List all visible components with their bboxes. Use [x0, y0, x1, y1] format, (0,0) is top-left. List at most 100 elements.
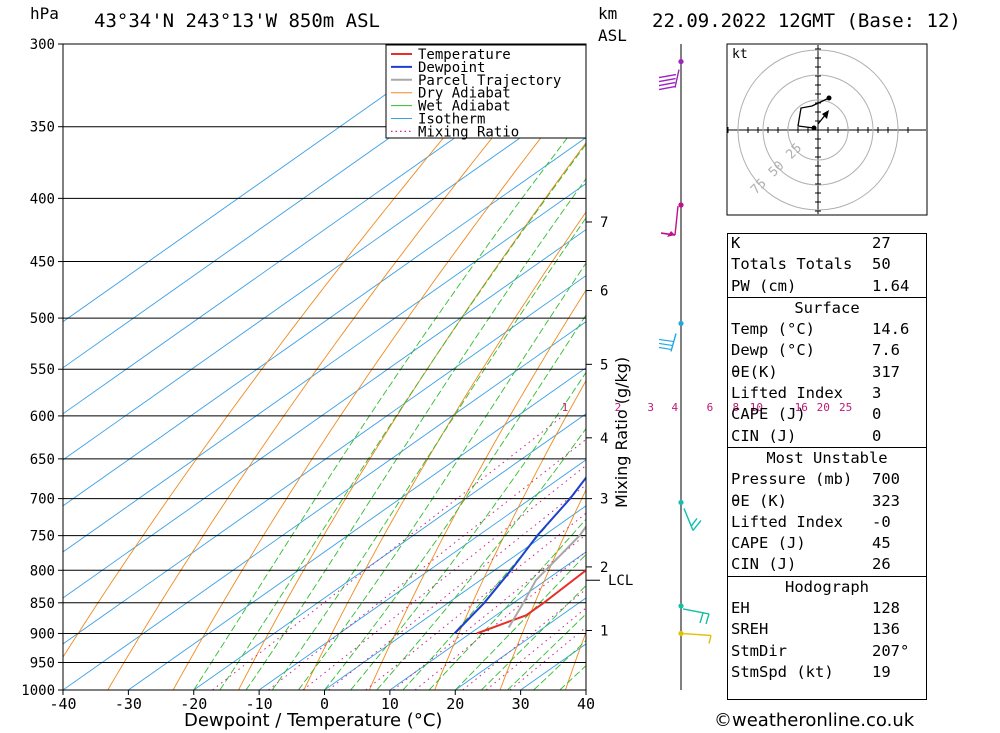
wind-barb [682, 608, 710, 625]
temperature-tick-label: 40 [577, 695, 595, 713]
height-tick-label: 4 [600, 431, 608, 447]
wind-barb [680, 632, 712, 644]
plot-frame [62, 43, 587, 691]
index-value: 45 [872, 534, 891, 553]
barb-flag [658, 338, 674, 343]
barb-flag [658, 85, 675, 91]
most-unstable-title: Most Unstable [727, 446, 927, 470]
wind-barb [658, 333, 677, 352]
temperature-axis: -40 -30 -20 -10 0 10 20 30 40 [49, 690, 595, 713]
index-label: K [731, 234, 741, 252]
index-label: EH [731, 599, 750, 618]
index-label: StmDir [731, 641, 787, 660]
credit-link[interactable]: ©weatheronline.co.uk [714, 710, 915, 731]
index-value: -0 [872, 512, 891, 531]
section-header: Surface [727, 296, 927, 320]
barb-flag [658, 346, 672, 351]
temperature-tick-label: -40 [49, 695, 76, 713]
mixing-ratio-label: 16 [795, 401, 808, 414]
index-value: 323 [872, 491, 900, 510]
mixing-ratio-label: 1 [562, 401, 569, 414]
pressure-unit-label: hPa [30, 4, 59, 23]
profile-lines [453, 476, 586, 635]
wind-station-dot [678, 499, 684, 506]
pressure-tick-label: 1000 [21, 683, 55, 699]
mixing-ratio-line [302, 464, 586, 690]
index-row: EH 128 [727, 598, 927, 619]
pressure-tick-label: 450 [30, 255, 55, 271]
mixing-ratio-label: 8 [732, 401, 739, 414]
mixing-ratio-label: 10 [750, 401, 763, 414]
index-value: 317 [872, 362, 900, 381]
hodograph-title: Hodograph [727, 575, 927, 599]
index-label: θE(K) [731, 362, 778, 381]
mixing-ratio-axis-title: Mixing Ratio (g/kg) [612, 356, 631, 508]
legend-entry: Parcel Trajectory [418, 73, 561, 89]
index-row: θE (K) 323 [727, 491, 927, 512]
pressure-tick-label: 950 [30, 655, 55, 671]
index-label: CIN (J) [731, 555, 797, 574]
isotherm-line [63, 321, 586, 690]
index-label: SREH [731, 620, 769, 639]
mixing-ratio-labels: 1 2 3 4 6 8 10 16 20 25 [562, 401, 853, 414]
pressure-tick-label: 900 [30, 626, 55, 642]
dry-adiabat-line [303, 211, 586, 690]
index-value: 700 [872, 470, 900, 489]
barb-staff [670, 333, 677, 352]
height-tick-label: 7 [600, 215, 608, 231]
height-tick-label: 3 [600, 492, 608, 508]
valid-time-title: 22.09.2022 12GMT (Base: 12) [652, 10, 961, 32]
wind-station-dot [678, 320, 684, 327]
barb-flag [690, 518, 698, 527]
index-label: Lifted Index [731, 384, 843, 403]
height-tick-label: 1 [600, 623, 608, 639]
index-label: Dewp (°C) [731, 341, 815, 360]
index-row: SREH 136 [727, 619, 927, 640]
index-label: Temp (°C) [731, 320, 815, 339]
mixing-ratio-label: 4 [671, 401, 678, 414]
index-row: Lifted Index 3 [727, 383, 927, 404]
hodograph-trace [797, 97, 830, 129]
height-unit-label: km [598, 4, 618, 23]
barb-flag [658, 73, 677, 79]
section-header: Hodograph [727, 575, 927, 599]
isotherm-line [63, 44, 586, 415]
hodograph-ring [787, 99, 849, 161]
pressure-tick-label: 800 [30, 563, 55, 579]
index-row: Totals Totals 50 [727, 254, 927, 275]
hodograph-point [811, 125, 817, 131]
pressure-tick-label: 850 [30, 596, 55, 612]
dry-adiabat-line [368, 289, 586, 690]
index-row: PW (cm) 1.64 [727, 276, 927, 298]
barb-staff [674, 69, 680, 88]
location-title: 43°34'N 243°13'W 850m ASL [94, 10, 380, 32]
pressure-tick-label: 750 [30, 529, 55, 545]
legend-entry: Wet Adiabat [418, 99, 511, 115]
pressure-tick-label: 650 [30, 452, 55, 468]
mixing-ratio-label: 6 [707, 401, 714, 414]
isotherm-line [63, 90, 586, 461]
legend-box [385, 44, 587, 139]
dewpoint-line [453, 476, 586, 635]
index-label: PW (cm) [731, 276, 797, 295]
wet-adiabat-line [507, 613, 586, 690]
parcel-trajectory-line [507, 524, 586, 629]
isotherm-line [324, 505, 586, 690]
barb-flag [708, 635, 712, 644]
mixing-ratio-label: 20 [817, 401, 830, 414]
surface-title: Surface [727, 296, 927, 320]
legend-entry: Mixing Ratio [418, 124, 519, 140]
wind-station-dot [678, 202, 684, 208]
height-axis: 7 6 5 4 3 2 1 LCL [586, 215, 633, 639]
legend-entry: Dry Adiabat [418, 86, 511, 102]
pressure-tick-label: 550 [30, 362, 55, 378]
wind-barb [658, 69, 680, 91]
index-label: CAPE (J) [731, 534, 806, 553]
dry-adiabat-line [107, 44, 569, 690]
height-tick-label: 2 [600, 560, 608, 576]
lcl-label: LCL [608, 573, 633, 589]
legend-entry: Dewpoint [418, 60, 485, 76]
isotherm-line [258, 459, 586, 690]
barb-staff [680, 632, 712, 637]
